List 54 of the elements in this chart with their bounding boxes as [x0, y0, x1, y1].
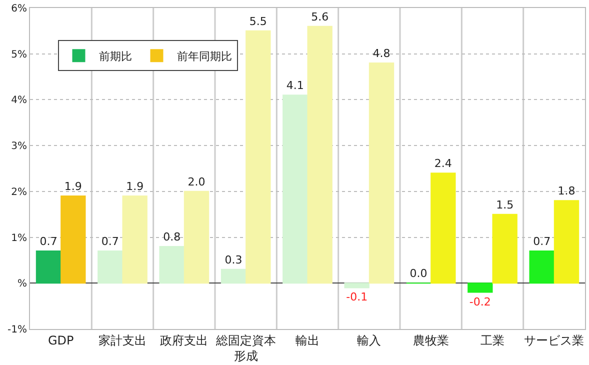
bar: [122, 196, 148, 284]
data-label: 4.1: [286, 79, 304, 92]
y-tick-label: 4%: [11, 95, 27, 106]
data-label: 1.9: [126, 180, 144, 194]
bar: [368, 62, 394, 284]
bar: [554, 200, 580, 284]
bar: [492, 214, 518, 284]
y-tick-label: 3%: [11, 141, 27, 152]
data-label: -0.2: [469, 295, 491, 308]
bar: [220, 268, 246, 284]
legend-label: 前期比: [98, 50, 132, 63]
x-tick-label: 輸入: [357, 333, 382, 348]
x-tick-label: 輸出: [296, 333, 320, 348]
bar: [36, 250, 62, 284]
bar: [282, 94, 308, 284]
bar: [529, 250, 554, 284]
data-label: 5.5: [249, 14, 267, 28]
bar: [98, 250, 123, 284]
y-tick-label: 5%: [11, 49, 27, 60]
data-label: -0.1: [346, 290, 368, 304]
x-tick-label: 農牧業: [412, 333, 449, 348]
x-tick-label: 工業: [480, 333, 504, 348]
bar: [246, 30, 271, 284]
x-tick-label: 政府支出: [160, 333, 208, 348]
legend-label: 前年同期比: [176, 50, 232, 63]
bar: [344, 282, 370, 288]
bar: [184, 190, 210, 284]
data-label: 2.0: [188, 175, 206, 188]
data-label: 0.7: [533, 235, 551, 248]
x-tick-label: 総固定資本形成: [214, 333, 276, 363]
x-tick-label: 家計支出: [98, 333, 146, 348]
data-label: 5.6: [311, 10, 329, 24]
y-tick-label: 2%: [11, 186, 27, 198]
data-label: 0.3: [224, 253, 242, 266]
data-label: 0.7: [40, 235, 58, 248]
data-label: 0.0: [410, 267, 428, 280]
bar: [60, 196, 86, 284]
bar: [468, 282, 493, 293]
x-tick-label: GDP: [48, 333, 74, 348]
data-label: 1.9: [64, 180, 82, 194]
y-tick-label: -1%: [8, 324, 27, 336]
data-label: 0.7: [101, 235, 119, 248]
y-tick-label: 1%: [11, 232, 27, 244]
data-label: 4.8: [372, 47, 390, 60]
y-tick-label: %: [17, 278, 27, 290]
data-label: 0.8: [163, 230, 181, 244]
data-label: 1.8: [558, 184, 576, 198]
bar: [307, 26, 332, 284]
bar: [430, 172, 456, 284]
data-label: 2.4: [434, 157, 452, 170]
y-tick-label: 6%: [11, 4, 27, 14]
x-tick-label: サービス業: [524, 333, 584, 348]
data-label: 1.5: [496, 198, 514, 212]
bar: [159, 246, 184, 284]
